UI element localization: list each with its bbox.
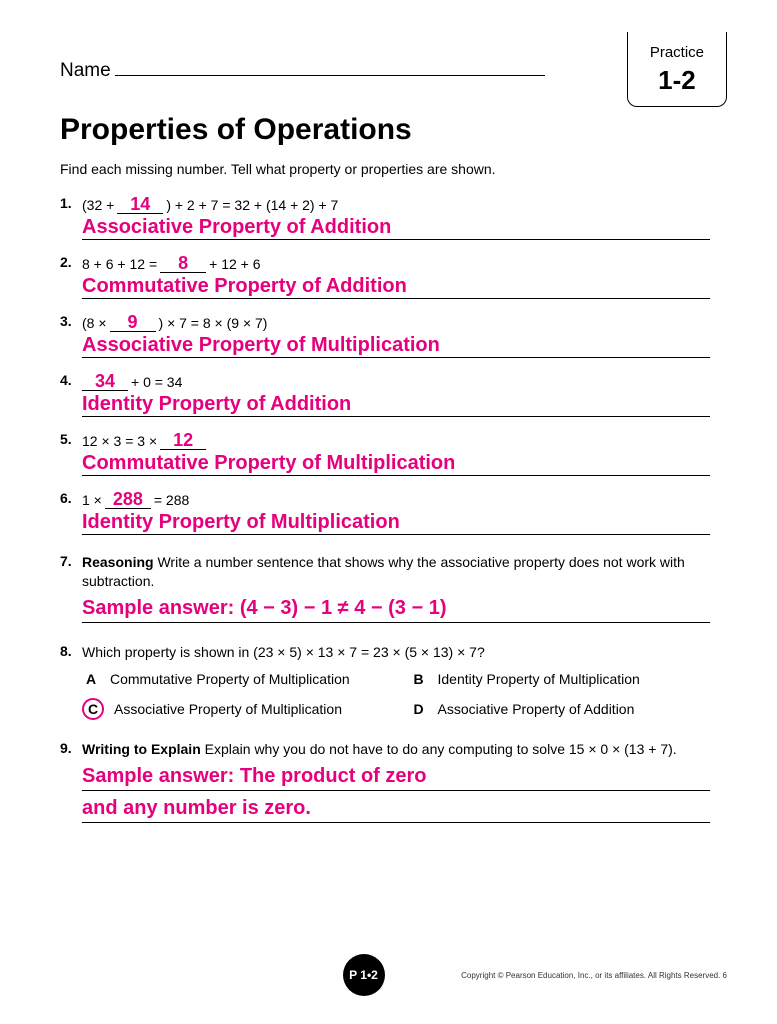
problem-number: 4. — [60, 372, 72, 388]
problem-number: 6. — [60, 490, 72, 506]
choice-letter-c: C — [82, 698, 104, 720]
q9-label: Writing to Explain — [82, 741, 201, 757]
eq-after: + 12 + 6 — [209, 256, 260, 272]
q7-label: Reasoning — [82, 554, 154, 570]
eq-after: ) + 2 + 7 = 32 + (14 + 2) + 7 — [166, 197, 338, 213]
answer-blank[interactable]: 12 — [160, 431, 206, 450]
q7-text: Reasoning Write a number sentence that s… — [82, 553, 727, 591]
practice-number: 1-2 — [650, 65, 704, 96]
property-answer: Associative Property of Addition — [82, 216, 710, 240]
q8-choices: A Commutative Property of Multiplication… — [82, 670, 727, 720]
answer-blank[interactable]: 9 — [110, 313, 156, 332]
problem: 6.1 ×288= 288Identity Property of Multip… — [82, 490, 727, 535]
answer-blank[interactable]: 288 — [105, 490, 151, 509]
problem: 3.(8 ×9) × 7 = 8 × (9 × 7)Associative Pr… — [82, 313, 727, 358]
name-label: Name — [60, 60, 111, 82]
property-answer: Identity Property of Addition — [82, 393, 710, 417]
property-answer: Commutative Property of Addition — [82, 275, 710, 299]
header: Name Practice 1-2 — [60, 40, 727, 107]
q7-answer: Sample answer: (4 − 3) − 1 ≠ 4 − (3 − 1) — [82, 597, 710, 623]
equation: 34+ 0 = 34 — [82, 372, 727, 391]
equation: 8 + 6 + 12 =8+ 12 + 6 — [82, 254, 727, 273]
problem-number: 1. — [60, 195, 72, 211]
problem-number: 2. — [60, 254, 72, 270]
practice-box: Practice 1-2 — [627, 32, 727, 107]
worksheet-page: Name Practice 1-2 Properties of Operatio… — [0, 0, 777, 823]
footer-copyright: Copyright © Pearson Education, Inc., or … — [461, 971, 727, 980]
name-field: Name — [60, 58, 607, 82]
instructions: Find each missing number. Tell what prop… — [60, 161, 727, 177]
equation: (32 +14) + 2 + 7 = 32 + (14 + 2) + 7 — [82, 195, 727, 214]
footer: P 1•2 Copyright © Pearson Education, Inc… — [0, 954, 727, 996]
q9-answer-1: Sample answer: The product of zero — [82, 765, 710, 791]
page-title: Properties of Operations — [60, 113, 727, 147]
q9-text: Writing to Explain Explain why you do no… — [82, 740, 727, 759]
answer-blank[interactable]: 34 — [82, 372, 128, 391]
choice-a-text: Commutative Property of Multiplication — [110, 671, 350, 687]
eq-before: (8 × — [82, 315, 107, 331]
problem-9: 9. Writing to Explain Explain why you do… — [82, 740, 727, 823]
equation: (8 ×9) × 7 = 8 × (9 × 7) — [82, 313, 727, 332]
eq-before: 1 × — [82, 492, 102, 508]
q9-answer-2: and any number is zero. — [82, 797, 710, 823]
eq-after: + 0 = 34 — [131, 374, 182, 390]
eq-after: = 288 — [154, 492, 189, 508]
eq-after: ) × 7 = 8 × (9 × 7) — [159, 315, 268, 331]
eq-before: 12 × 3 = 3 × — [82, 433, 157, 449]
choice-letter-d: D — [410, 700, 428, 718]
problem: 5.12 × 3 = 3 ×12Commutative Property of … — [82, 431, 727, 476]
eq-before: 8 + 6 + 12 = — [82, 256, 157, 272]
choice-c-text: Associative Property of Multiplication — [114, 701, 342, 717]
footer-badge: P 1•2 — [343, 954, 385, 996]
eq-before: (32 + — [82, 197, 114, 213]
choice-d[interactable]: D Associative Property of Addition — [410, 698, 728, 720]
problem-number: 5. — [60, 431, 72, 447]
problems-list: 1. (32 +14) + 2 + 7 = 32 + (14 + 2) + 7 As… — [60, 195, 727, 535]
choice-a[interactable]: A Commutative Property of Multiplication — [82, 670, 400, 688]
problem-number: 9. — [60, 740, 72, 756]
equation: 1 ×288= 288 — [82, 490, 727, 509]
answer-blank[interactable]: 8 — [160, 254, 206, 273]
property-answer: Identity Property of Multiplication — [82, 511, 710, 535]
practice-label: Practice — [650, 44, 704, 61]
equation: 12 × 3 = 3 ×12 — [82, 431, 727, 450]
q8-text: Which property is shown in (23 × 5) × 13… — [82, 643, 727, 662]
choice-b[interactable]: B Identity Property of Multiplication — [410, 670, 728, 688]
answer-blank[interactable]: 14 — [117, 195, 163, 214]
problem: 4.34+ 0 = 34Identity Property of Additio… — [82, 372, 727, 417]
choice-d-text: Associative Property of Addition — [438, 701, 635, 717]
property-answer: Associative Property of Multiplication — [82, 334, 710, 358]
problem: 2.8 + 6 + 12 =8+ 12 + 6Commutative Prope… — [82, 254, 727, 299]
choice-letter-b: B — [410, 670, 428, 688]
name-blank[interactable] — [115, 58, 545, 76]
problem: 1.(32 +14) + 2 + 7 = 32 + (14 + 2) + 7As… — [82, 195, 727, 240]
problem-8: 8. Which property is shown in (23 × 5) ×… — [82, 643, 727, 720]
q7-body: Write a number sentence that shows why t… — [82, 554, 685, 589]
problem-number: 3. — [60, 313, 72, 329]
choice-c[interactable]: C Associative Property of Multiplication — [82, 698, 400, 720]
problem-number: 8. — [60, 643, 72, 659]
choice-b-text: Identity Property of Multiplication — [438, 671, 640, 687]
q9-body: Explain why you do not have to do any co… — [205, 741, 677, 757]
property-answer: Commutative Property of Multiplication — [82, 452, 710, 476]
problem-number: 7. — [60, 553, 72, 569]
choice-letter-a: A — [82, 670, 100, 688]
problem-7: 7. Reasoning Write a number sentence tha… — [82, 553, 727, 623]
